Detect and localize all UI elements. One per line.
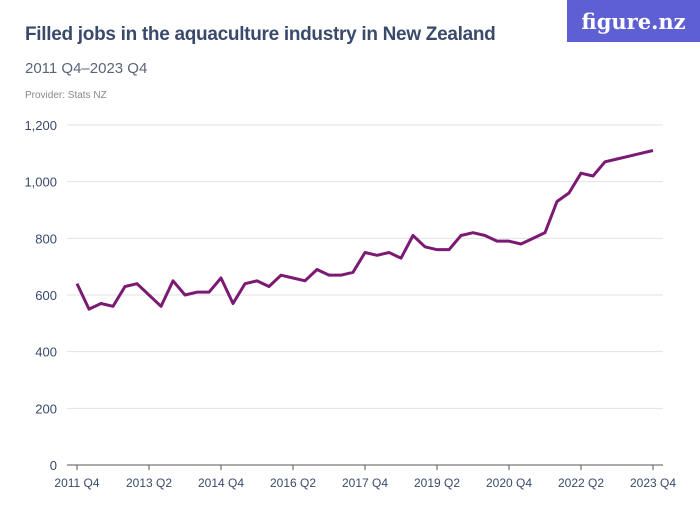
y-tick-label: 600 <box>35 288 57 303</box>
x-tick-label: 2017 Q4 <box>342 476 388 490</box>
y-tick-label: 1,000 <box>24 175 57 190</box>
x-tick-label: 2011 Q4 <box>54 476 99 490</box>
provider-label: Provider: Stats NZ <box>25 90 107 101</box>
x-tick-label: 2016 Q2 <box>270 476 316 490</box>
x-tick-label: 2014 Q4 <box>198 476 244 490</box>
x-tick-label: 2023 Q4 <box>630 476 676 490</box>
x-tick-label: 2022 Q2 <box>558 476 604 490</box>
y-tick-label: 0 <box>50 458 57 473</box>
series-line <box>75 149 654 311</box>
x-tick-label: 2020 Q4 <box>486 476 532 490</box>
y-tick-label: 400 <box>35 345 57 360</box>
y-tick-label: 1,200 <box>24 118 57 133</box>
figure-nz-logo[interactable]: figure.nz <box>567 0 700 42</box>
x-tick-label: 2013 Q2 <box>126 476 172 490</box>
chart-subtitle: 2011 Q4–2023 Q4 <box>25 60 148 77</box>
x-tick-label: 2019 Q2 <box>414 476 460 490</box>
y-tick-label: 800 <box>35 231 57 246</box>
y-tick-label: 200 <box>35 401 57 416</box>
chart-title: Filled jobs in the aquaculture industry … <box>25 24 496 45</box>
